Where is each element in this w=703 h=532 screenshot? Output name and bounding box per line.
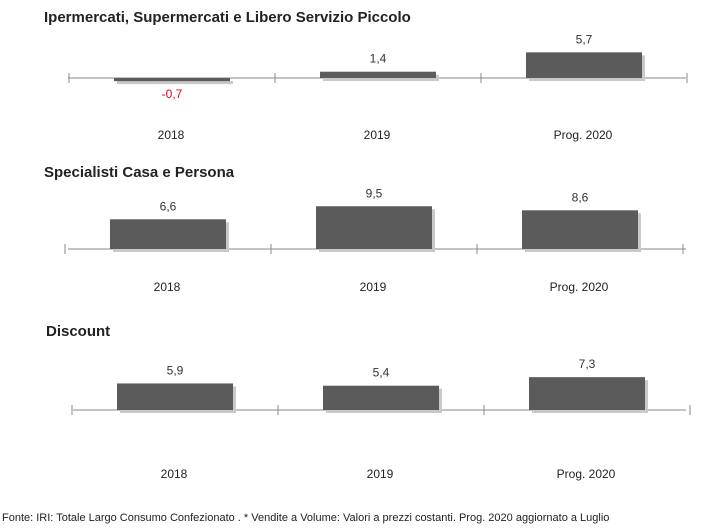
category-label-1: 2018 <box>154 280 181 294</box>
panel-title-ipermercati: Ipermercati, Supermercati e Libero Servi… <box>44 9 411 26</box>
bar-2 <box>323 385 439 410</box>
panel-1: -0,7 2018 1,4 2019 5,7 Prog. 2020 <box>68 32 688 142</box>
bar-3 <box>526 52 642 78</box>
category-label-2: 2019 <box>360 280 387 294</box>
data-label-2: 1,4 <box>370 52 387 66</box>
category-label-3: Prog. 2020 <box>557 467 616 481</box>
bar-2 <box>320 71 436 78</box>
category-label-1: 2018 <box>158 128 185 142</box>
panel-title-discount: Discount <box>46 323 110 340</box>
data-label-1: 6,6 <box>160 199 177 213</box>
bar-3 <box>529 377 645 410</box>
bar-1 <box>114 78 230 82</box>
panel-2: 6,6 2018 9,5 2019 8,6 Prog. 2020 <box>64 186 686 294</box>
data-label-2: 9,5 <box>366 186 383 200</box>
bar-panels: -0,7 2018 1,4 2019 5,7 Prog. 2020 6,6 2018 9,5 20… <box>64 32 691 481</box>
bar-1 <box>117 383 233 410</box>
data-label-1: -0,7 <box>162 87 183 101</box>
category-label-3: Prog. 2020 <box>550 280 609 294</box>
category-label-1: 2018 <box>161 467 188 481</box>
bar-3 <box>522 210 638 249</box>
category-label-3: Prog. 2020 <box>554 128 613 142</box>
data-label-3: 5,7 <box>576 32 593 46</box>
bar-1 <box>110 219 226 249</box>
bar-2 <box>316 206 432 249</box>
bar-shadow <box>117 81 233 85</box>
data-label-2: 5,4 <box>373 366 390 380</box>
source-note: Fonte: IRI: Totale Largo Consumo Confezi… <box>2 512 609 524</box>
category-label-2: 2019 <box>367 467 394 481</box>
data-label-1: 5,9 <box>167 363 184 377</box>
category-label-2: 2019 <box>364 128 391 142</box>
data-label-3: 8,6 <box>572 190 589 204</box>
panel-3: 5,9 2018 5,4 2019 7,3 Prog. 2020 <box>71 357 691 481</box>
data-label-3: 7,3 <box>579 357 596 371</box>
panel-title-specialisti: Specialisti Casa e Persona <box>44 164 235 181</box>
